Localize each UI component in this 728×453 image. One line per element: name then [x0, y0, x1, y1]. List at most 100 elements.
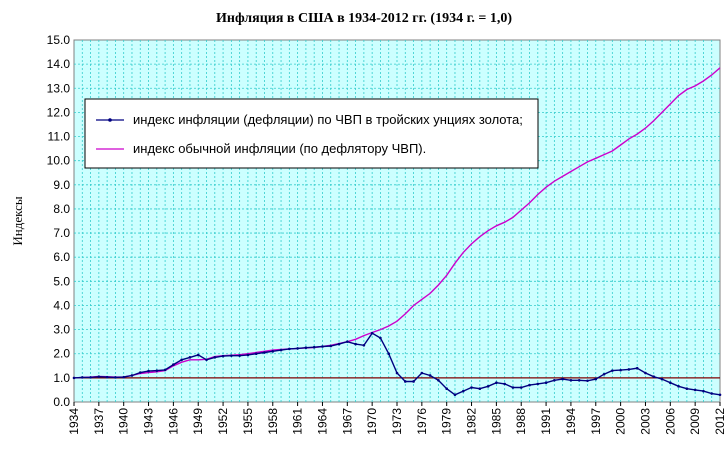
data-point [97, 375, 101, 378]
data-point [296, 347, 299, 350]
data-point [577, 378, 581, 382]
data-point [544, 381, 548, 384]
data-point [246, 353, 250, 357]
data-point [147, 369, 150, 373]
data-point [172, 363, 175, 366]
y-tick-label: 9.0 [53, 178, 70, 192]
x-tick-label: 1994 [564, 408, 578, 435]
y-tick-label: 0.0 [53, 395, 70, 409]
series-line-deflator [73, 67, 721, 379]
data-point [569, 378, 573, 382]
data-point [271, 350, 275, 353]
data-point [702, 389, 705, 393]
x-tick-label: 1940 [117, 408, 131, 435]
x-tick-label: 1952 [216, 408, 230, 435]
data-point [495, 381, 498, 384]
data-point [486, 385, 490, 388]
data-point [428, 374, 432, 377]
x-tick-label: 1937 [92, 408, 106, 435]
data-point [602, 372, 606, 376]
data-point [528, 383, 531, 387]
x-tick-label: 1958 [266, 408, 280, 435]
x-tick-label: 1997 [589, 408, 603, 435]
y-tick-label: 2.0 [53, 347, 70, 361]
data-point [304, 346, 308, 350]
y-tick-label: 11.0 [48, 130, 71, 144]
data-point [72, 376, 76, 380]
data-point [536, 382, 540, 386]
x-tick-label: 2006 [663, 408, 677, 435]
data-point [619, 368, 622, 372]
data-point [205, 358, 208, 362]
data-point [221, 354, 225, 358]
data-point [677, 385, 680, 388]
data-point [370, 331, 374, 335]
data-point [445, 387, 448, 391]
data-point [329, 344, 333, 348]
x-axis-ticks: 1934 1937 1940 1943 1946 1949 1952 1955 1958 1961… [67, 402, 727, 435]
y-tick-label: 4.0 [53, 298, 70, 312]
data-point [105, 375, 109, 379]
data-point [710, 392, 714, 395]
data-point [379, 336, 382, 340]
data-point [321, 345, 324, 348]
data-point [89, 376, 92, 379]
data-point [685, 387, 689, 391]
chart-title: Инфляция в США в 1934-2012 гг. (1934 г. … [216, 11, 512, 26]
data-point [138, 371, 142, 374]
data-point [213, 356, 217, 359]
data-point [288, 347, 291, 351]
data-point [114, 376, 117, 379]
data-point [80, 376, 84, 379]
data-point [230, 354, 233, 357]
data-point [403, 380, 407, 383]
x-tick-label: 1970 [365, 408, 379, 435]
data-point [511, 386, 515, 389]
data-point [660, 377, 664, 381]
data-point [437, 378, 440, 382]
series-lines [72, 67, 722, 397]
y-tick-label: 6.0 [53, 250, 70, 264]
data-point [635, 366, 639, 370]
data-point [644, 371, 647, 375]
data-point [586, 379, 589, 383]
x-tick-label: 1964 [315, 408, 329, 435]
x-tick-label: 1967 [340, 408, 354, 435]
data-point [312, 345, 316, 349]
data-point [155, 369, 159, 372]
y-tick-label: 10.0 [47, 154, 71, 168]
x-tick-label: 1976 [415, 408, 429, 435]
x-tick-label: 1943 [142, 408, 156, 435]
y-tick-label: 14.0 [47, 57, 71, 71]
y-tick-label: 7.0 [53, 226, 70, 240]
data-point [196, 353, 200, 357]
data-point [163, 368, 167, 372]
x-tick-label: 1985 [489, 408, 503, 435]
y-axis-ticks: 0.0 1.0 2.0 3.0 4.0 5.0 6.0 7.0 8.0 9.0 10.0 11.0 12… [47, 33, 71, 409]
data-point [693, 388, 697, 392]
data-point [470, 386, 473, 389]
data-point [337, 342, 341, 346]
data-point [461, 389, 465, 393]
data-point [362, 343, 366, 347]
data-point [561, 377, 564, 381]
legend-label-deflator: индекс обычной инфляции (по дефлятору ЧВ… [133, 141, 426, 156]
y-tick-label: 3.0 [53, 323, 70, 337]
data-point [188, 356, 192, 359]
x-tick-label: 1982 [465, 408, 479, 435]
y-tick-label: 1.0 [53, 371, 70, 385]
x-tick-label: 1973 [390, 408, 404, 435]
x-tick-label: 1955 [241, 408, 255, 435]
data-point [180, 358, 183, 362]
data-point [718, 393, 722, 397]
x-tick-label: 1946 [166, 408, 180, 435]
data-point [387, 352, 391, 356]
y-axis-label: Индексы [10, 196, 25, 245]
data-point [553, 378, 556, 382]
data-point [254, 352, 258, 356]
data-point [594, 377, 598, 381]
data-point [122, 375, 125, 379]
data-point [453, 393, 457, 397]
y-tick-label: 8.0 [53, 202, 70, 216]
y-tick-label: 13.0 [47, 81, 71, 95]
